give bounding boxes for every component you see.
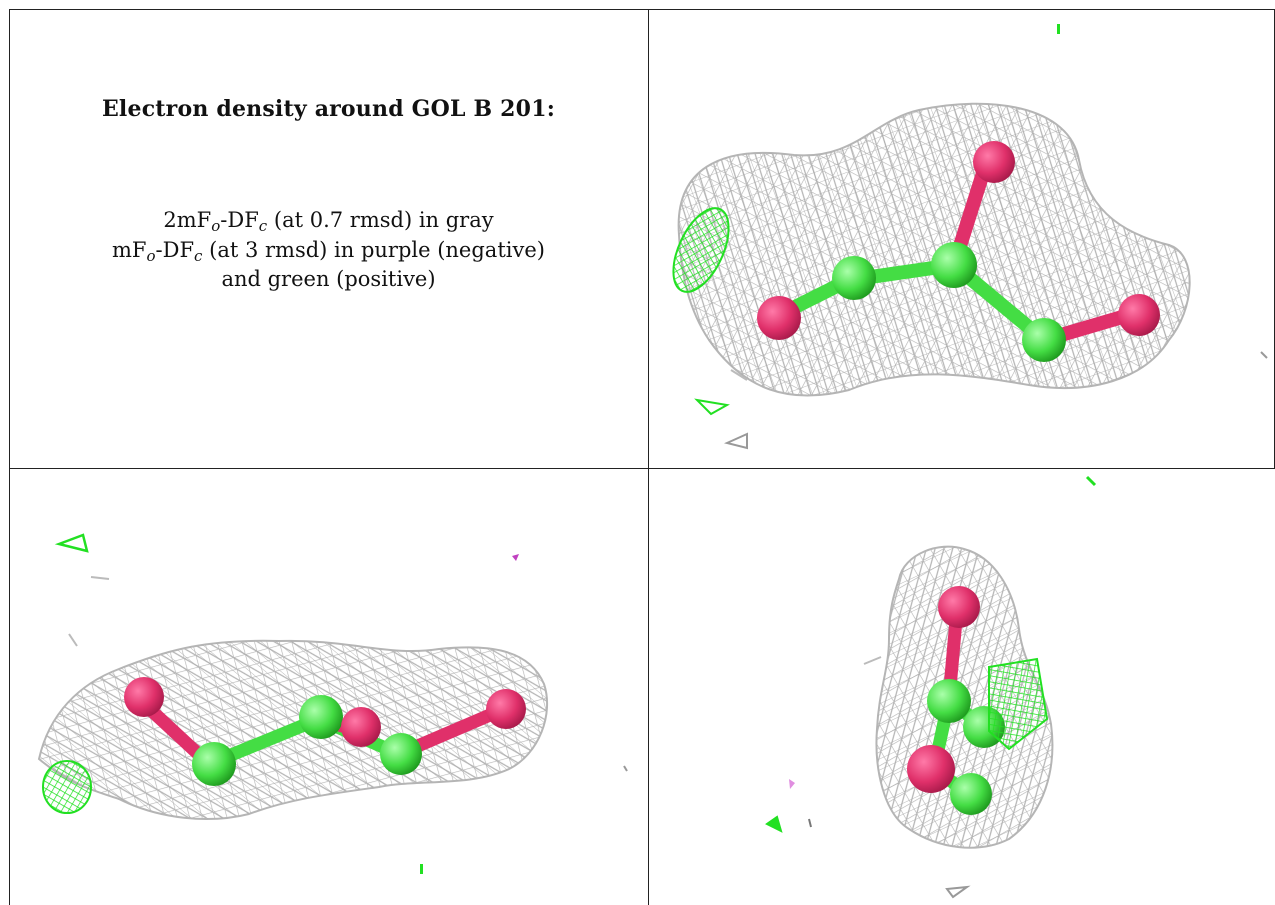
carbon-atom	[927, 679, 971, 723]
table-divider-horizontal	[9, 468, 1275, 469]
carbon-atom	[931, 242, 977, 288]
caption-cell: Electron density around GOL B 201: 2mFo-…	[9, 10, 648, 468]
caption-legend: 2mFo-DFc (at 0.7 rmsd) in gray mFo-DFc (…	[9, 207, 648, 293]
positive-difference-density	[988, 657, 1049, 751]
legend-line-signs: and green (positive)	[221, 267, 436, 291]
positive-difference-density	[42, 760, 92, 814]
positive-difference-density	[1057, 24, 1060, 34]
positive-difference-density	[54, 533, 89, 553]
density-fragment	[863, 656, 882, 665]
table-border-left	[9, 9, 10, 905]
density-fragment	[808, 818, 812, 828]
positive-difference-density	[1085, 475, 1097, 487]
positive-difference-density	[672, 207, 730, 293]
carbon-atom	[380, 733, 422, 775]
oxygen-atom	[1118, 294, 1160, 336]
positive-difference-density	[694, 398, 730, 416]
negative-difference-density	[512, 554, 519, 561]
table-divider-vertical	[648, 9, 649, 905]
oxygen-atom	[486, 689, 526, 729]
table-border-top	[9, 9, 1275, 10]
density-fragment	[68, 633, 78, 647]
density-fragment	[723, 432, 748, 450]
oxygen-atom	[124, 677, 164, 717]
carbon-atom	[950, 773, 992, 815]
negative-difference-density	[789, 779, 795, 789]
view-bottom-right	[649, 469, 1275, 905]
carbon-atom	[1022, 318, 1066, 362]
density-fragment	[945, 885, 971, 899]
view-top-right	[649, 10, 1275, 468]
positive-difference-density	[765, 815, 783, 833]
carbon-atom	[299, 695, 343, 739]
oxygen-atom	[341, 707, 381, 747]
density-fragment	[1260, 351, 1268, 359]
caption-title: Electron density around GOL B 201:	[101, 96, 556, 122]
density-fragment	[730, 369, 748, 381]
legend-line-2fofc: 2mFo-DFc (at 0.7 rmsd) in gray	[163, 208, 494, 235]
carbon-atom	[832, 256, 876, 300]
carbon-atom	[192, 742, 236, 786]
positive-difference-density	[420, 864, 423, 874]
legend-line-fofc: mFo-DFc (at 3 rmsd) in purple (negative)	[112, 237, 545, 265]
density-fragment	[623, 765, 628, 772]
view-bottom-left	[9, 469, 648, 905]
oxygen-atom	[907, 745, 955, 793]
density-fragment	[90, 576, 110, 580]
oxygen-atom	[757, 296, 801, 340]
oxygen-atom	[938, 586, 980, 628]
oxygen-atom	[973, 141, 1015, 183]
